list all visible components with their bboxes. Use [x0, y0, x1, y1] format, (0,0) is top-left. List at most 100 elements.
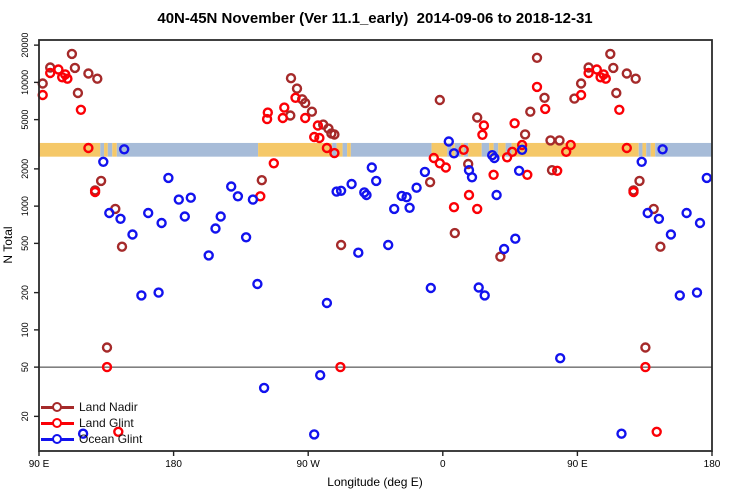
data-point — [389, 203, 400, 215]
data-point — [463, 158, 474, 170]
data-point — [516, 139, 528, 151]
data-point — [104, 207, 115, 219]
x-tick-label: 0 — [440, 459, 446, 470]
data-point — [634, 175, 645, 187]
data-point — [539, 92, 550, 104]
data-point — [509, 118, 520, 129]
band-segment-ocean — [116, 142, 259, 157]
data-point — [472, 112, 483, 123]
data-point — [115, 213, 126, 225]
data-point — [491, 189, 502, 201]
y-tick-label: 20000 — [20, 33, 30, 58]
data-point — [291, 83, 303, 94]
x-tick-label: 180 — [165, 459, 182, 470]
data-point — [77, 428, 89, 439]
data-point — [642, 207, 653, 219]
data-point — [277, 112, 288, 124]
data-point — [371, 175, 382, 187]
data-point — [203, 250, 214, 261]
data-point — [443, 136, 454, 147]
band-segment-land — [347, 142, 351, 157]
band-segment-land — [336, 142, 343, 157]
data-point — [694, 217, 706, 229]
data-point — [600, 73, 611, 84]
legend: Land Nadir Land Glint Ocean Glint — [41, 399, 142, 447]
data-point — [428, 152, 439, 164]
y-tick-label: 5000 — [20, 110, 30, 130]
data-point — [309, 131, 320, 143]
data-point — [252, 278, 263, 290]
data-point — [630, 73, 641, 84]
data-point — [489, 152, 500, 164]
data-point — [210, 223, 221, 234]
data-point — [636, 156, 647, 168]
y-tick-label: 2000 — [20, 159, 30, 179]
band-segment-land — [460, 142, 464, 157]
data-point — [185, 192, 197, 203]
data-point — [256, 174, 267, 186]
data-point — [335, 185, 347, 197]
data-point — [507, 146, 518, 158]
data-point — [268, 158, 279, 169]
data-point — [448, 201, 460, 213]
data-point — [89, 186, 101, 198]
data-point — [225, 181, 237, 192]
y-tick-label: 100 — [20, 322, 30, 337]
data-point — [575, 89, 587, 101]
data-point — [552, 165, 563, 177]
data-point — [513, 165, 525, 177]
data-point — [591, 64, 602, 75]
data-point — [628, 186, 639, 198]
data-point — [463, 189, 475, 201]
band-segment-ocean — [350, 142, 432, 157]
x-tick-label: 90 W — [297, 459, 321, 470]
data-point — [383, 239, 394, 251]
data-point — [72, 87, 84, 99]
data-point — [545, 135, 556, 146]
data-point — [101, 342, 113, 353]
data-point — [605, 48, 616, 60]
data-point — [258, 382, 270, 394]
data-point — [575, 78, 587, 89]
y-tick-label: 500 — [20, 236, 30, 251]
data-point — [53, 64, 64, 75]
y-tick-label: 20 — [20, 411, 30, 421]
data-point — [95, 175, 107, 187]
data-point — [113, 426, 124, 437]
data-point — [92, 73, 103, 84]
band-segment-land — [498, 142, 506, 157]
data-point — [621, 68, 632, 79]
data-point — [583, 67, 594, 79]
data-point — [321, 142, 333, 154]
data-point — [173, 194, 185, 205]
data-point — [608, 62, 619, 74]
band-segment-land — [511, 142, 639, 157]
data-point — [653, 213, 665, 225]
data-point — [674, 290, 685, 301]
y-tick-label: 1000 — [20, 196, 30, 216]
data-point — [75, 104, 87, 116]
band-segment-land — [112, 142, 117, 157]
data-point — [240, 232, 252, 243]
band-segment-land — [642, 142, 647, 157]
data-point — [261, 113, 273, 125]
data-point — [312, 120, 324, 131]
y-tick-label: 200 — [20, 285, 30, 300]
data-point — [404, 202, 415, 214]
data-point — [45, 67, 56, 79]
data-point — [247, 194, 259, 205]
data-point — [179, 211, 191, 222]
data-point — [262, 107, 273, 118]
data-point — [448, 148, 460, 159]
data-point — [335, 239, 347, 251]
data-point — [681, 207, 692, 219]
data-point — [554, 135, 565, 146]
data-point — [116, 241, 128, 252]
band-segment-ocean — [107, 142, 113, 157]
data-point — [640, 342, 651, 353]
data-point — [640, 361, 651, 373]
data-point — [66, 48, 78, 60]
data-point — [525, 106, 536, 117]
